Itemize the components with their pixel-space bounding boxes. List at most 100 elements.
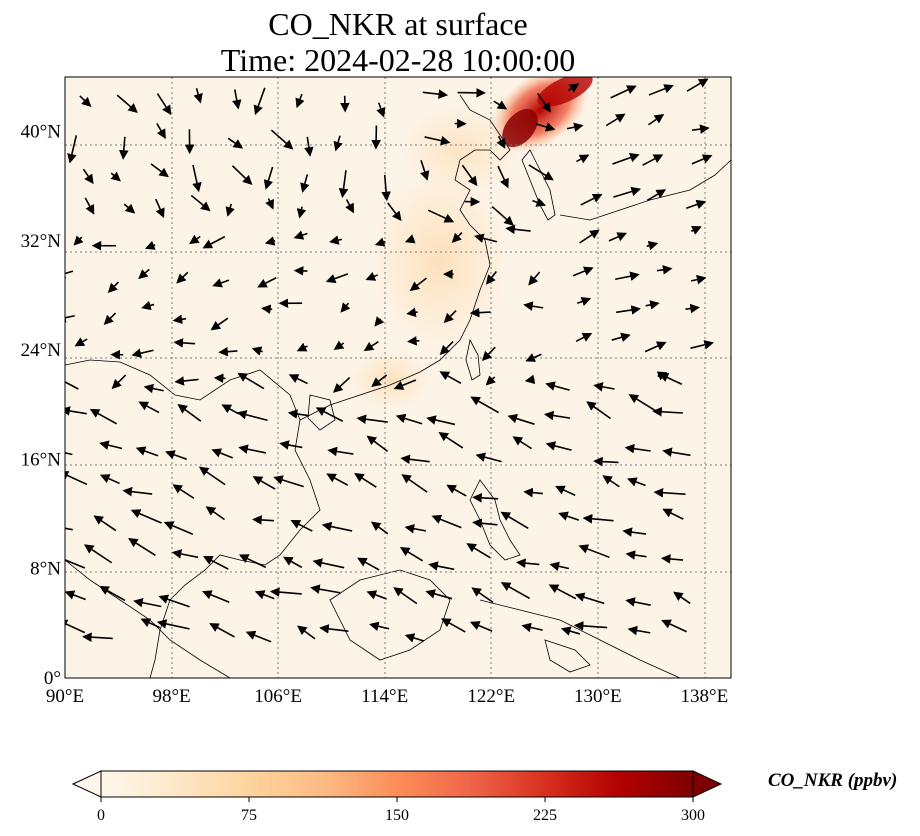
- wind-arrow: [82, 168, 94, 185]
- wind-arrow: [300, 174, 310, 193]
- wind-arrow: [237, 372, 265, 390]
- wind-arrow: [662, 447, 691, 457]
- wind-arrow: [474, 233, 498, 243]
- wind-arrow: [288, 374, 308, 385]
- wind-arrow: [652, 406, 683, 417]
- wind-arrow: [366, 590, 387, 600]
- wind-arrow: [99, 440, 123, 450]
- wind-arrow: [690, 274, 707, 285]
- wind-arrow: [321, 521, 353, 532]
- wind-arrow: [374, 316, 385, 327]
- colorbar-max-extend: [692, 770, 723, 798]
- wind-arrow: [265, 198, 274, 210]
- wind-arrow: [493, 100, 508, 110]
- wind-arrow: [257, 277, 277, 288]
- wind-arrow: [210, 317, 229, 331]
- wind-arrow: [625, 550, 647, 560]
- wind-arrow: [103, 312, 117, 325]
- wind-arrow: [119, 136, 129, 160]
- wind-arrow: [532, 197, 547, 207]
- colorbar-tick-label: 75: [241, 807, 257, 824]
- lon-tick-label: 138°E: [681, 686, 729, 707]
- wind-arrow: [133, 598, 162, 608]
- wind-arrow: [198, 466, 226, 486]
- wind-arrow: [469, 621, 493, 632]
- wind-arrow: [369, 621, 390, 631]
- wind-arrow: [431, 514, 462, 529]
- wind-arrow: [345, 199, 354, 214]
- wind-arrow: [79, 95, 92, 108]
- wind-arrow: [685, 303, 700, 314]
- wind-arrow: [593, 456, 619, 467]
- lat-tick-label: 0°: [44, 668, 61, 689]
- colorbar-min-extend: [71, 770, 102, 798]
- wind-arrow: [576, 296, 592, 306]
- wind-arrow: [535, 122, 556, 132]
- latitude-tick-labels: 0° 8°N 16°N 24°N 32°N 40°N: [21, 122, 62, 689]
- wind-arrow: [545, 441, 572, 451]
- wind-arrow: [560, 626, 581, 636]
- wind-arrow: [404, 523, 427, 534]
- wind-arrow: [404, 234, 416, 244]
- wind-arrow: [471, 587, 494, 604]
- wind-arrow: [658, 373, 683, 385]
- wind-arrow: [227, 137, 244, 149]
- wind-arrow: [74, 337, 88, 347]
- wind-arrow: [254, 590, 275, 600]
- wind-arrow: [422, 89, 449, 99]
- wind-arrow: [65, 406, 87, 416]
- wind-arrow: [491, 205, 514, 226]
- wind-arrow: [190, 194, 211, 212]
- wind-arrow: [238, 444, 267, 454]
- wind-arrow: [576, 154, 590, 164]
- wind-arrow: [319, 624, 349, 634]
- wind-arrow: [158, 594, 190, 608]
- wind-arrow: [138, 268, 150, 280]
- wind-arrow: [261, 304, 273, 314]
- wind-arrow: [327, 446, 354, 457]
- wind-arrow: [523, 301, 544, 311]
- co-plume-layer: [350, 77, 593, 410]
- wind-arrow: [269, 587, 302, 597]
- wind-arrow: [340, 302, 351, 313]
- wind-arrow: [549, 561, 570, 571]
- wind-arrow: [156, 619, 190, 630]
- wind-arrow: [172, 484, 195, 499]
- wind-arrow: [578, 544, 610, 559]
- wind-arrow: [610, 85, 637, 99]
- wind-arrow: [548, 584, 577, 600]
- wind-arrow: [646, 240, 659, 251]
- wind-arrow: [613, 186, 642, 198]
- wind-arrow: [295, 93, 305, 109]
- wind-arrow: [65, 381, 79, 390]
- wind-arrow: [443, 310, 457, 324]
- wind-arrow: [221, 404, 240, 415]
- wind-arrow: [440, 618, 466, 633]
- wind-arrow: [574, 592, 605, 605]
- lat-tick-label: 24°N: [21, 340, 62, 361]
- wind-arrow: [528, 164, 554, 181]
- wind-arrow: [370, 521, 389, 535]
- wind-arrow: [177, 404, 202, 422]
- wind-arrow: [366, 435, 389, 453]
- wind-arrow: [173, 338, 196, 348]
- wind-arrow: [545, 381, 570, 391]
- wind-arrow: [525, 353, 542, 362]
- wind-arrow: [616, 305, 641, 315]
- wind-arrow: [172, 314, 187, 325]
- wind-arrow: [252, 515, 275, 525]
- wind-arrow: [426, 415, 456, 426]
- lat-tick-label: 40°N: [21, 122, 62, 143]
- colorbar-tick-label: 300: [681, 807, 705, 824]
- wind-arrow: [165, 450, 188, 461]
- wind-arrow: [67, 135, 78, 164]
- wind-arrow: [439, 341, 454, 356]
- lon-tick-label: 98°E: [152, 686, 190, 707]
- wind-arrow: [374, 237, 386, 247]
- wind-arrow: [690, 226, 702, 235]
- wind-arrow: [602, 475, 620, 488]
- wind-arrow: [505, 224, 531, 235]
- wind-arrow: [543, 410, 571, 421]
- wind-arrow: [690, 340, 714, 350]
- wind-arrow: [500, 582, 531, 600]
